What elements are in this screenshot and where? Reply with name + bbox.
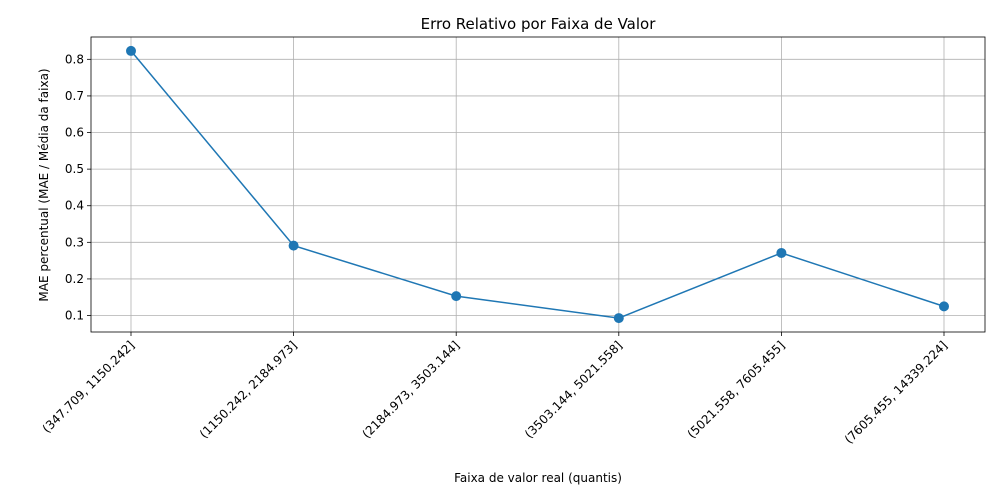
chart-title: Erro Relativo por Faixa de Valor xyxy=(421,15,657,33)
data-point xyxy=(939,301,949,312)
plot-frame xyxy=(90,36,986,333)
series-layer xyxy=(126,45,949,324)
x-tick-label: (7605.455, 14339.224] xyxy=(842,338,950,446)
x-tick-label: (5021.558, 7605.455] xyxy=(685,338,788,441)
data-point xyxy=(613,313,624,324)
data-point xyxy=(451,291,462,302)
y-tick-label: 0.5 xyxy=(65,162,84,176)
axis-layer: (347.709, 1150.242] (1150.242, 2184.973] (… xyxy=(40,52,950,446)
y-axis-label: MAE percentual (MAE / Média da faixa) xyxy=(37,68,51,301)
y-tick-label: 0.1 xyxy=(65,309,84,323)
y-tick-label: 0.6 xyxy=(65,126,84,140)
series-line xyxy=(130,50,945,319)
x-tick-label: (2184.973, 3503.144] xyxy=(359,338,462,441)
grid-layer xyxy=(91,37,985,332)
data-point xyxy=(126,45,136,56)
data-point xyxy=(776,247,787,258)
y-tick-label: 0.8 xyxy=(65,52,84,66)
y-tick-label: 0.7 xyxy=(65,89,84,103)
x-tick-label: (347.709, 1150.242] xyxy=(40,338,137,435)
x-tick-label: (1150.242, 2184.973] xyxy=(197,338,300,441)
y-tick-label: 0.2 xyxy=(65,272,84,286)
y-tick-label: 0.4 xyxy=(65,199,84,213)
x-axis-label: Faixa de valor real (quantis) xyxy=(454,471,622,485)
y-tick-label: 0.3 xyxy=(65,235,84,249)
data-point xyxy=(288,240,299,251)
x-tick-label: (3503.144, 5021.558] xyxy=(522,338,625,441)
